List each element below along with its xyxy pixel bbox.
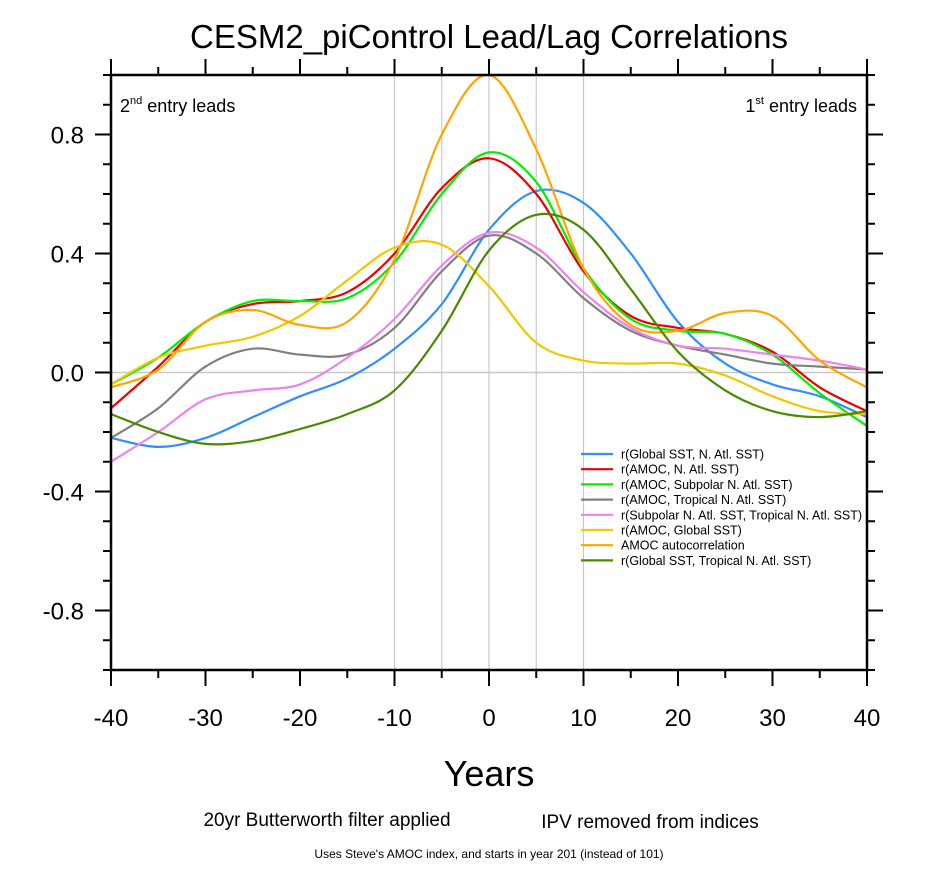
- legend-label: r(AMOC, Subpolar N. Atl. SST): [621, 478, 793, 492]
- x-tick-label: -10: [377, 705, 412, 732]
- series-line-4: [110, 234, 868, 439]
- legend-item: r(Global SST, N. Atl. SST): [581, 448, 764, 462]
- y-tick-label: 0.4: [51, 242, 84, 269]
- note-source: Uses Steve's AMOC index, and starts in y…: [314, 847, 663, 861]
- legend: r(Global SST, N. Atl. SST)r(AMOC, N. Atl…: [581, 448, 862, 568]
- x-tick-label: 0: [482, 705, 495, 732]
- legend-label: r(AMOC, N. Atl. SST): [621, 463, 739, 477]
- legend-item: r(Global SST, Tropical N. Atl. SST): [581, 554, 811, 568]
- series-line-3: [110, 151, 868, 427]
- x-axis-label: Years: [444, 753, 535, 794]
- legend-label: r(Global SST, Tropical N. Atl. SST): [621, 554, 811, 568]
- reference-lines: [111, 75, 867, 670]
- legend-item: r(AMOC, Tropical N. Atl. SST): [581, 493, 786, 507]
- legend-item: r(AMOC, Subpolar N. Atl. SST): [581, 478, 793, 492]
- annotation-first-entry-leads: 1st entry leads: [745, 95, 857, 116]
- series-line-8: [110, 212, 868, 446]
- series-line-5: [110, 230, 868, 463]
- y-tick-label: 0.0: [51, 361, 84, 388]
- y-tick-labels: 0.8 0.4 0.0 -0.4 -0.8: [43, 123, 84, 626]
- x-tick-labels: -40 -30 -20 -10 0 10 20 30 40: [94, 705, 881, 732]
- legend-label: r(AMOC, Tropical N. Atl. SST): [621, 493, 786, 507]
- legend-label: r(AMOC, Global SST): [621, 524, 742, 538]
- legend-item: AMOC autocorrelation: [581, 539, 745, 553]
- note-filter: 20yr Butterworth filter applied: [203, 810, 450, 831]
- note-ipv: IPV removed from indices: [541, 812, 759, 833]
- x-tick-label: 40: [854, 705, 881, 732]
- axis-ticks: [95, 59, 883, 686]
- legend-item: r(AMOC, Global SST): [581, 524, 742, 538]
- annotation-second-entry-leads: 2nd entry leads: [120, 95, 235, 116]
- y-tick-label: -0.8: [43, 599, 84, 626]
- chart-title: CESM2_piControl Lead/Lag Correlations: [190, 18, 788, 55]
- legend-item: r(AMOC, N. Atl. SST): [581, 463, 739, 477]
- legend-label: r(Global SST, N. Atl. SST): [621, 448, 764, 462]
- x-tick-label: 10: [570, 705, 597, 732]
- y-tick-label: -0.4: [43, 480, 84, 507]
- y-tick-label: 0.8: [51, 123, 84, 150]
- series-line-1: [110, 188, 868, 449]
- legend-label: AMOC autocorrelation: [621, 539, 745, 553]
- legend-item: r(Subpolar N. Atl. SST, Tropical N. Atl.…: [581, 508, 862, 522]
- legend-label: r(Subpolar N. Atl. SST, Tropical N. Atl.…: [621, 508, 862, 522]
- x-tick-label: 30: [759, 705, 786, 732]
- x-tick-label: -20: [283, 705, 318, 732]
- series-line-6: [110, 240, 868, 416]
- x-tick-label: 20: [665, 705, 692, 732]
- x-tick-label: -30: [188, 705, 223, 732]
- x-tick-label: -40: [94, 705, 129, 732]
